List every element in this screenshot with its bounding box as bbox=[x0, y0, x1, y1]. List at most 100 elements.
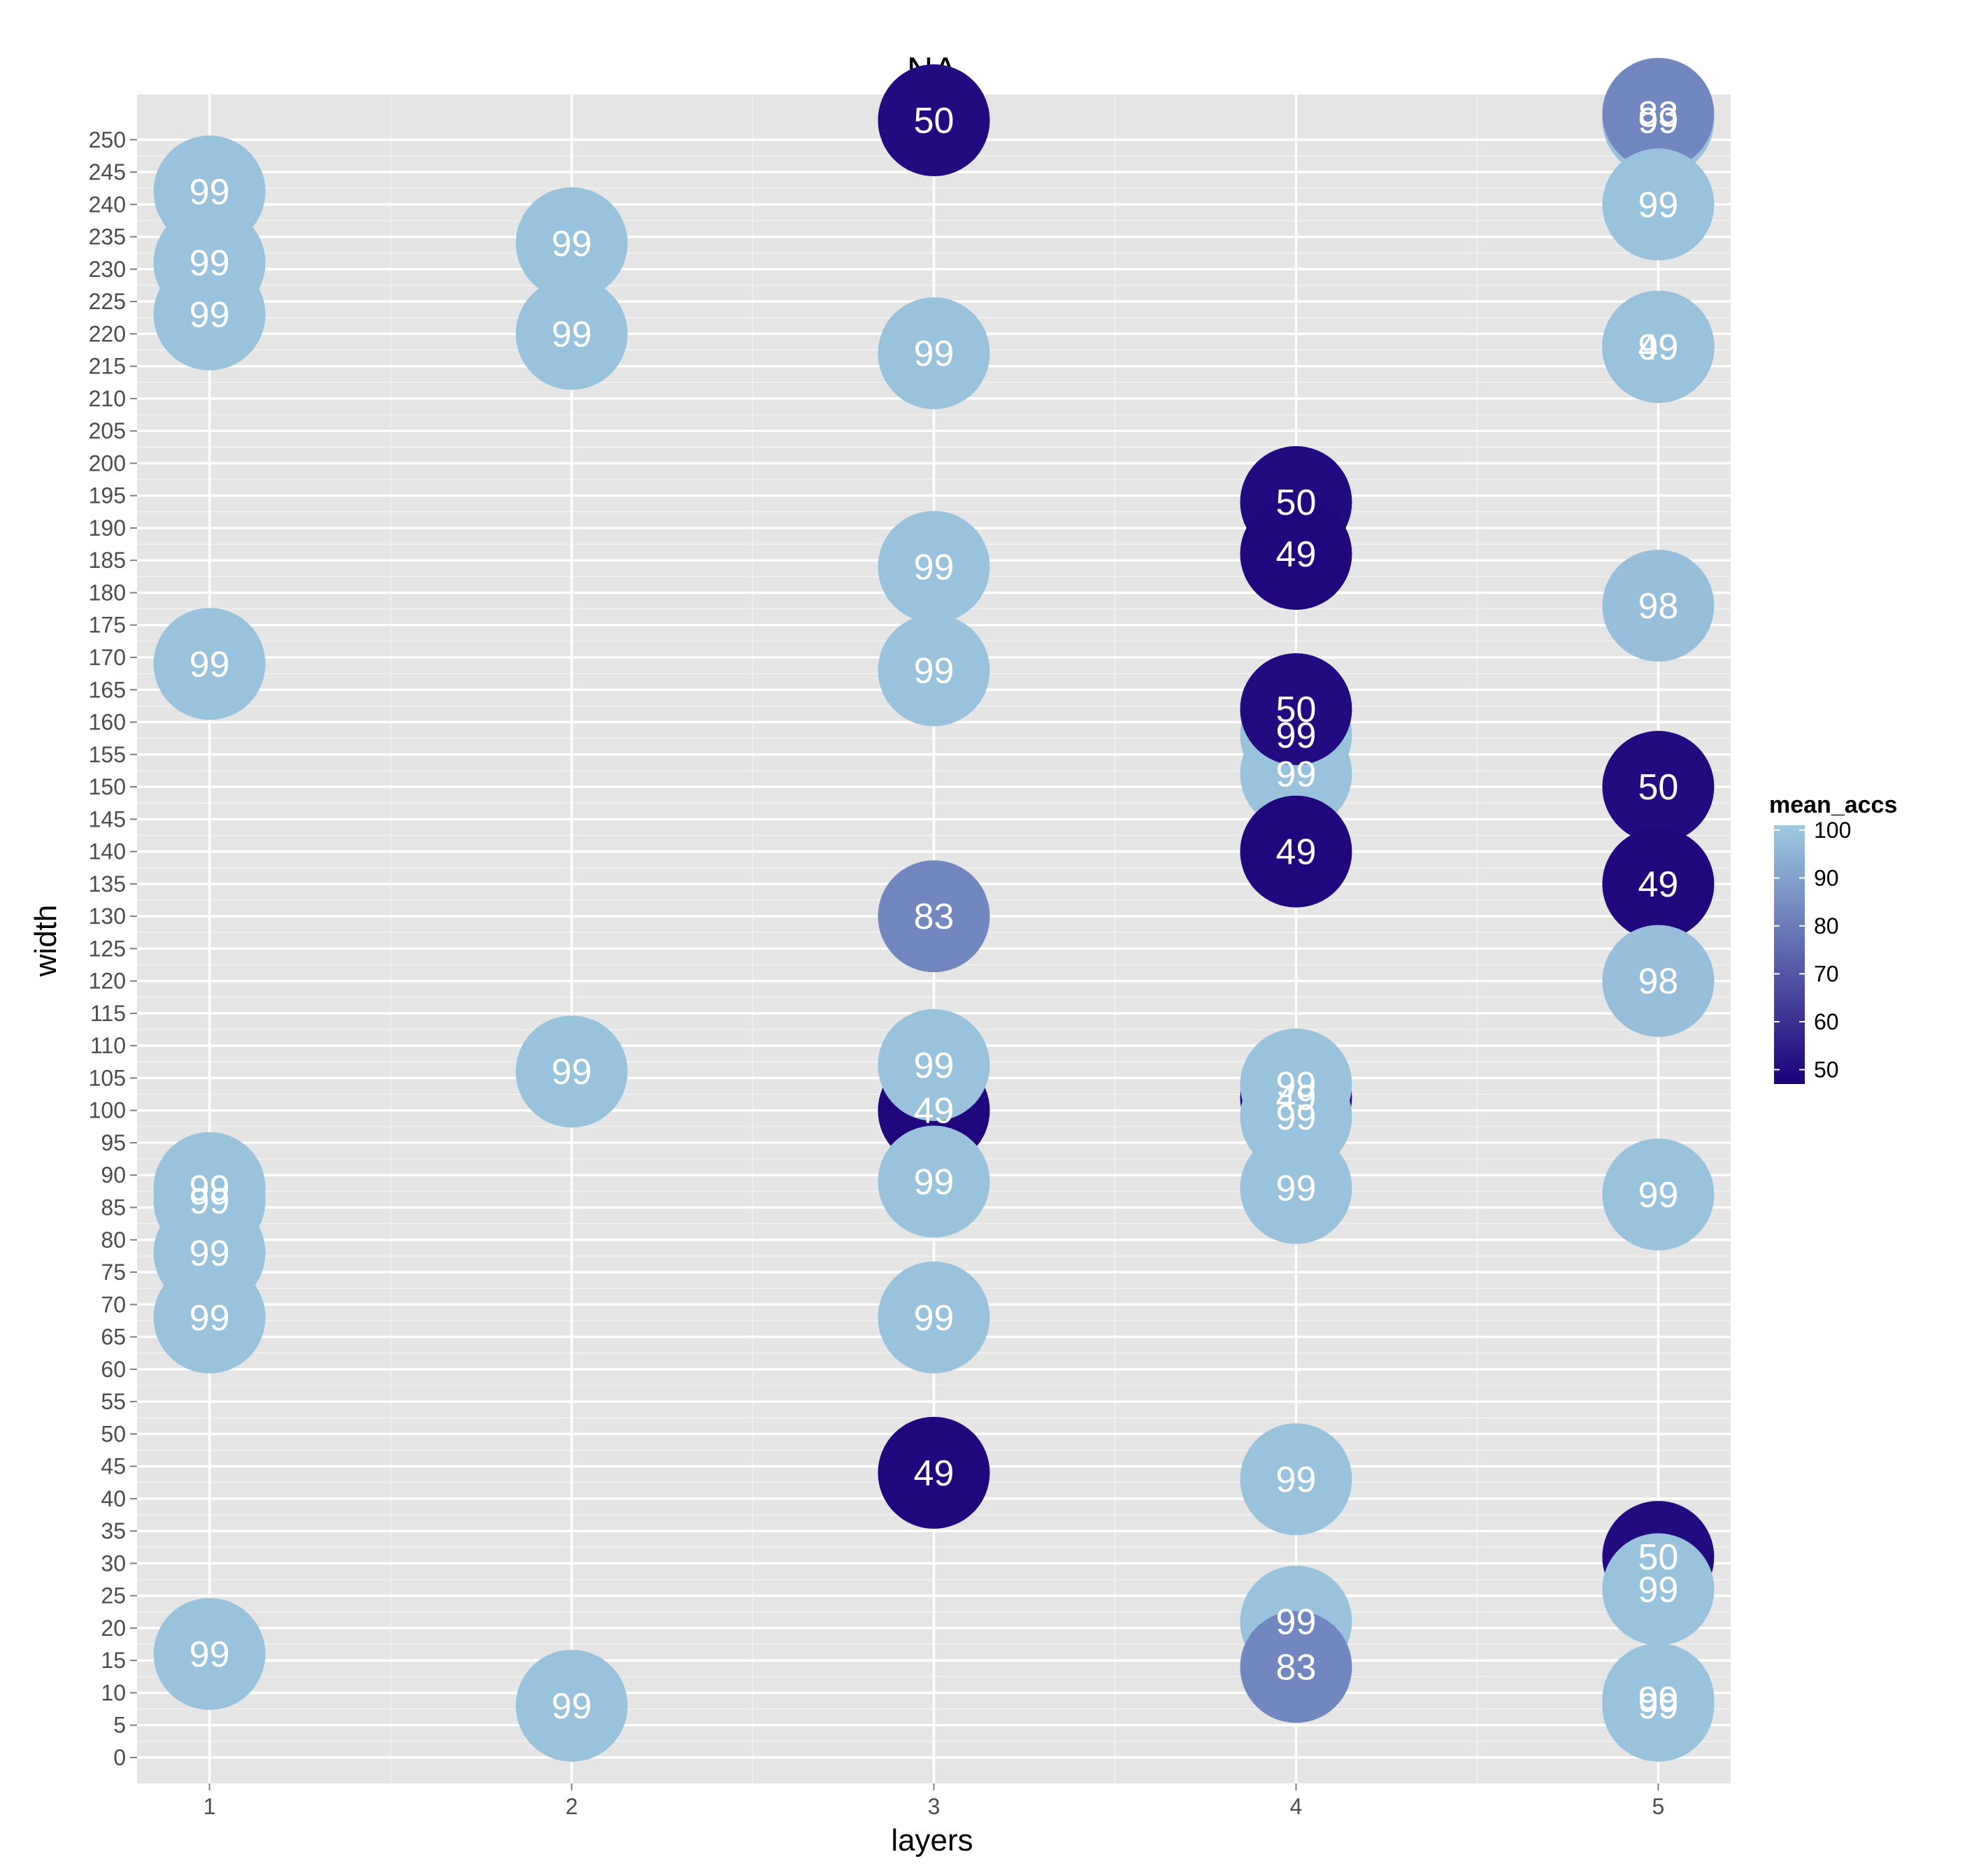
data-label: 99 bbox=[552, 224, 592, 264]
y-tick-label: 0 bbox=[113, 1745, 126, 1770]
data-label: 99 bbox=[552, 1686, 592, 1727]
y-tick-label: 155 bbox=[89, 742, 126, 767]
legend-title: mean_accs bbox=[1769, 792, 1897, 818]
data-label: 99 bbox=[1276, 715, 1317, 756]
y-axis-title: width bbox=[29, 905, 63, 978]
data-label: 99 bbox=[1276, 1460, 1317, 1500]
data-label: 50 bbox=[1276, 690, 1317, 730]
y-tick-label: 230 bbox=[89, 257, 126, 282]
y-tick-label: 125 bbox=[89, 936, 126, 961]
y-tick-label: 40 bbox=[101, 1486, 126, 1511]
data-label: 50 bbox=[1638, 767, 1678, 808]
y-axis-ticks: 0 5 10 15 20 25 30 35 40 45 50 55 60 65 70 75 80 85 90 95 10… bbox=[89, 127, 137, 1770]
data-label: 99 bbox=[1276, 1602, 1317, 1643]
data-label: 99 bbox=[189, 172, 230, 213]
data-label: 99 bbox=[1638, 327, 1678, 368]
y-tick-label: 50 bbox=[101, 1421, 126, 1446]
y-tick-label: 150 bbox=[89, 774, 126, 799]
y-tick-label: 75 bbox=[101, 1260, 126, 1285]
data-bubble bbox=[1602, 925, 1715, 1037]
y-tick-label: 25 bbox=[101, 1583, 126, 1609]
y-tick-label: 35 bbox=[101, 1518, 126, 1544]
y-tick-label: 200 bbox=[89, 450, 126, 476]
data-label: 99 bbox=[1638, 1686, 1678, 1727]
data-label: 99 bbox=[914, 1046, 954, 1086]
data-bubble bbox=[878, 1261, 990, 1374]
legend-tick-label: 80 bbox=[1814, 913, 1839, 939]
data-label: 99 bbox=[1276, 755, 1317, 795]
data-label: 98 bbox=[1638, 586, 1678, 627]
y-tick-label: 250 bbox=[89, 127, 126, 152]
data-label: 99 bbox=[189, 1298, 230, 1339]
data-label: 99 bbox=[914, 1298, 954, 1339]
legend: mean_accs 100 90 80 70 60 50 bbox=[1769, 792, 1897, 1084]
y-tick-label: 115 bbox=[90, 1001, 126, 1026]
y-tick-label: 145 bbox=[89, 806, 126, 832]
x-tick-label: 3 bbox=[928, 1794, 941, 1819]
data-label: 99 bbox=[1276, 1065, 1317, 1106]
data-label: 49 bbox=[1638, 327, 1678, 368]
data-label: 99 bbox=[1638, 1175, 1678, 1215]
data-label: 99 bbox=[1638, 185, 1678, 225]
data-bubble bbox=[515, 1015, 628, 1128]
data-bubble bbox=[1240, 795, 1352, 908]
y-tick-label: 195 bbox=[89, 483, 126, 508]
y-tick-label: 205 bbox=[89, 418, 126, 443]
data-bubble bbox=[515, 187, 628, 299]
y-tick-label: 175 bbox=[89, 613, 126, 638]
data-bubble bbox=[1240, 497, 1352, 610]
data-bubble bbox=[1602, 1649, 1715, 1762]
data-bubble bbox=[1602, 57, 1715, 170]
y-tick-label: 225 bbox=[89, 289, 126, 314]
data-label: 49 bbox=[914, 1453, 954, 1494]
data-label: 99 bbox=[1276, 1169, 1317, 1209]
y-tick-label: 240 bbox=[89, 192, 126, 217]
x-axis-title: layers bbox=[891, 1823, 973, 1858]
x-tick-label: 2 bbox=[566, 1794, 578, 1819]
y-tick-label: 160 bbox=[89, 710, 126, 735]
y-tick-label: 190 bbox=[89, 515, 126, 541]
data-label: 83 bbox=[1638, 94, 1678, 135]
data-bubble bbox=[1240, 653, 1352, 766]
y-tick-label: 10 bbox=[101, 1680, 126, 1705]
data-bubble bbox=[1602, 1533, 1715, 1646]
data-label: 49 bbox=[914, 1091, 954, 1132]
data-bubble bbox=[153, 258, 266, 371]
data-label: 99 bbox=[189, 243, 230, 284]
data-label: 99 bbox=[1638, 1569, 1678, 1610]
data-bubble bbox=[1602, 290, 1715, 403]
y-tick-label: 245 bbox=[89, 159, 126, 185]
data-bubble bbox=[515, 1649, 628, 1762]
data-label: 99 bbox=[914, 651, 954, 692]
data-bubble bbox=[878, 511, 990, 623]
data-label: 83 bbox=[1276, 1647, 1317, 1688]
x-axis-ticks: 1 2 3 4 5 bbox=[203, 1783, 1664, 1819]
y-tick-label: 80 bbox=[101, 1227, 126, 1253]
data-label: 49 bbox=[1276, 832, 1317, 873]
y-tick-label: 85 bbox=[101, 1195, 126, 1220]
data-label: 99 bbox=[1638, 101, 1678, 141]
data-points: 9999999999999999999999999950999999834999… bbox=[153, 57, 1715, 1762]
data-label: 99 bbox=[914, 334, 954, 374]
y-tick-label: 5 bbox=[113, 1713, 126, 1738]
y-tick-label: 90 bbox=[101, 1162, 126, 1188]
data-label: 99 bbox=[914, 547, 954, 587]
y-tick-label: 95 bbox=[101, 1130, 126, 1155]
data-bubble bbox=[1602, 549, 1715, 662]
data-bubble bbox=[878, 64, 990, 177]
data-bubble bbox=[1240, 1132, 1352, 1244]
data-bubble bbox=[878, 1008, 990, 1121]
data-bubble bbox=[1602, 827, 1715, 940]
data-bubble bbox=[878, 1125, 990, 1238]
legend-tick-label: 60 bbox=[1814, 1009, 1839, 1034]
y-tick-label: 20 bbox=[101, 1616, 126, 1641]
legend-tick-label: 100 bbox=[1814, 818, 1851, 843]
data-label: 99 bbox=[189, 1634, 230, 1675]
y-tick-label: 215 bbox=[89, 354, 126, 379]
y-tick-label: 130 bbox=[89, 904, 126, 929]
data-bubble bbox=[1602, 731, 1715, 843]
data-label: 99 bbox=[189, 1233, 230, 1274]
data-label: 50 bbox=[1276, 483, 1317, 523]
y-tick-label: 60 bbox=[101, 1357, 126, 1382]
data-label: 99 bbox=[189, 295, 230, 336]
